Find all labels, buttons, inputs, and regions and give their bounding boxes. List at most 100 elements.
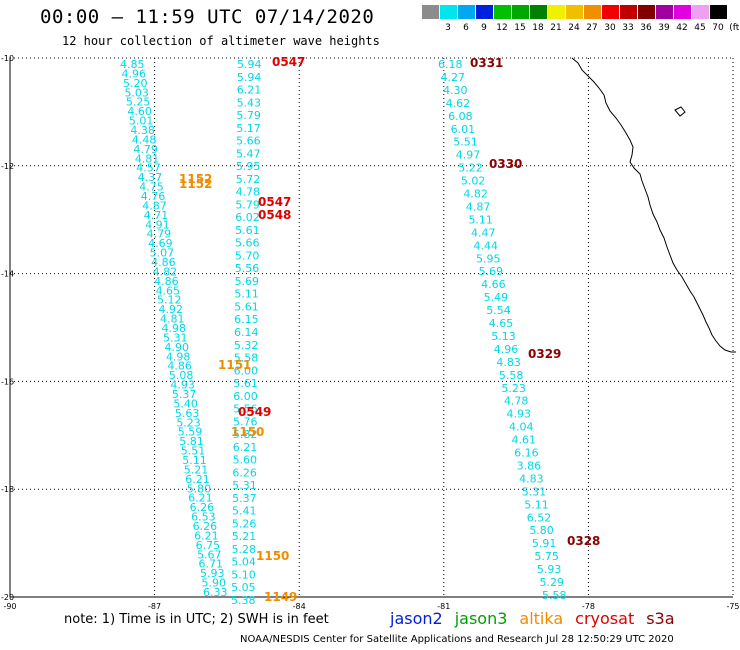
- swh-value: 4.27: [441, 71, 466, 84]
- colorbar-label: 18: [532, 23, 544, 33]
- map-subtitle: 12 hour collection of altimeter wave hei…: [62, 34, 380, 48]
- swh-value: 5.59: [178, 426, 203, 439]
- swh-value: 6.21: [188, 492, 213, 505]
- swh-values: 4.854.965.205.035.254.605.014.384.484.79…: [120, 58, 567, 607]
- swh-value: 5.03: [124, 86, 149, 99]
- legend-entry: cryosat: [575, 609, 635, 628]
- pass-time-label: 0547: [258, 195, 291, 209]
- swh-value: 4.38: [130, 124, 155, 137]
- colorbar-swatch: [638, 5, 655, 19]
- swh-value: 5.51: [453, 136, 478, 149]
- swh-value: 5.95: [476, 252, 501, 265]
- swh-value: 5.22: [458, 162, 483, 175]
- colorbar-label: 6: [463, 23, 469, 33]
- swh-value: 5.56: [235, 262, 260, 275]
- swh-value: 5.40: [173, 397, 198, 410]
- map-frame: -90 -87 -84 -81 -78 -75 -10 -12 -14 -16 -18 -20: [1, 54, 740, 611]
- lon-tick-label: -87: [148, 602, 161, 611]
- swh-value: 5.94: [237, 58, 262, 71]
- swh-value: 4.81: [135, 152, 160, 165]
- swh-value: 4.91: [145, 218, 170, 231]
- pass-time-label: 1150: [231, 425, 264, 439]
- swh-value: 5.67: [197, 548, 222, 561]
- swh-value: 6.01: [451, 123, 476, 136]
- swh-value: 5.02: [461, 175, 486, 188]
- swh-value: 4.98: [166, 350, 191, 363]
- swh-value: 5.07: [150, 247, 175, 260]
- swh-value: 4.61: [512, 434, 537, 447]
- swh-value: 5.25: [126, 96, 151, 109]
- swh-value: 5.12: [157, 294, 182, 307]
- swh-value: 5.38: [231, 594, 256, 607]
- swh-value: 5.58: [542, 589, 567, 602]
- swh-value: 4.47: [471, 226, 496, 239]
- swh-value: 5.69: [479, 265, 504, 278]
- credit-line: NOAA/NESDIS Center for Satellite Applica…: [240, 634, 674, 645]
- swh-value: 5.21: [232, 530, 257, 543]
- pass-times: 0547115211520547054811510549115011501149…: [179, 55, 600, 604]
- swh-value: 5.20: [123, 77, 148, 90]
- colorbar-swatch: [422, 5, 439, 19]
- swh-value: 5.60: [233, 454, 257, 467]
- swh-value: 5.79: [236, 109, 261, 122]
- swh-value: 5.10: [231, 568, 256, 581]
- colorbar-swatch: [494, 5, 511, 19]
- colorbar-swatch: [458, 5, 475, 19]
- colorbar-swatch: [602, 5, 619, 19]
- swh-value: 5.05: [231, 581, 256, 594]
- swh-value: 6.52: [527, 511, 552, 524]
- swh-value: 6.75: [196, 539, 221, 552]
- pass-time-label: 0330: [489, 157, 522, 171]
- swh-value: 5.04: [231, 556, 256, 569]
- colorbar-label: 42: [676, 23, 688, 33]
- swh-value: 5.72: [236, 173, 261, 186]
- swh-value: 4.76: [141, 190, 166, 203]
- swh-value: 5.17: [236, 122, 260, 135]
- swh-value: 4.83: [496, 356, 520, 369]
- island-outline: [674, 106, 686, 117]
- colorbar-swatch: [530, 5, 547, 19]
- swh-value: 6.15: [234, 313, 259, 326]
- swh-value: 5.58: [234, 352, 259, 365]
- units-note: note: 1) Time is in UTC; 2) SWH is in fe…: [64, 612, 329, 627]
- swh-value: 6.21: [194, 529, 219, 542]
- swh-value: 6.26: [190, 501, 215, 514]
- swh-value: 5.49: [484, 291, 509, 304]
- lat-tick-label: -16: [1, 377, 14, 386]
- legend-entry: altika: [519, 609, 564, 628]
- colorbar-label: 15: [514, 23, 526, 33]
- colorbar-label: 45: [694, 23, 706, 33]
- swh-value: 5.61: [234, 300, 258, 313]
- swh-value: 4.82: [463, 188, 488, 201]
- swh-value: 6.26: [232, 466, 257, 479]
- swh-value: 6.21: [233, 441, 258, 454]
- lon-tick-label: -75: [726, 602, 739, 611]
- swh-value: 4.57: [136, 162, 161, 175]
- swh-value: 5.11: [234, 288, 259, 301]
- swh-value: 5.13: [491, 330, 516, 343]
- legend-entry: jason2: [390, 609, 443, 628]
- swh-value: 5.41: [232, 505, 257, 518]
- swh-value: 5.58: [499, 369, 524, 382]
- lat-tick-label: -12: [1, 162, 14, 171]
- swh-value: 5.31: [163, 331, 188, 344]
- swh-value: 6.18: [438, 58, 463, 71]
- swh-value: 5.69: [235, 275, 259, 288]
- swh-value: 5.31: [522, 485, 547, 498]
- swh-value: 5.80: [187, 482, 212, 495]
- swh-value: 6.53: [191, 511, 216, 524]
- swh-value: 5.51: [181, 445, 206, 458]
- swh-value: 4.78: [504, 395, 529, 408]
- lat-tick-label: -10: [1, 54, 14, 63]
- satellite-legend: jason2 jason3 altika cryosat s3a: [390, 609, 687, 628]
- swh-value: 5.82: [233, 428, 258, 441]
- colorbar-label: 27: [586, 23, 598, 33]
- colorbar-label: 9: [481, 23, 487, 33]
- swh-value: 6.26: [193, 520, 218, 533]
- swh-value: 6.08: [448, 110, 473, 123]
- legend-entry: s3a: [646, 609, 675, 628]
- swh-value: 4.44: [474, 239, 499, 252]
- colorbar-swatch: [710, 5, 727, 19]
- colorbar-swatch: [692, 5, 709, 19]
- colorbar-label: 30: [604, 23, 616, 33]
